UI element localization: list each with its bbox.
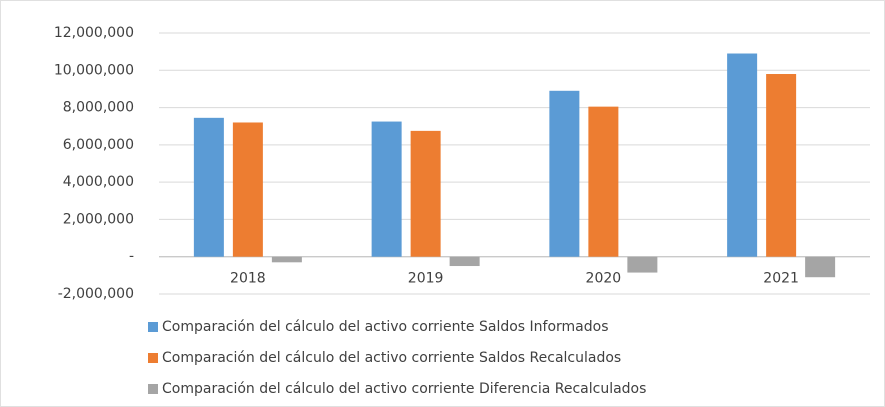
y-tick-label: 4,000,000 — [63, 174, 134, 190]
bar — [805, 256, 836, 278]
x-tick-label: 2019 — [408, 271, 444, 287]
legend-label: Comparación del cálculo del activo corri… — [162, 350, 621, 366]
y-tick-label: - — [129, 249, 134, 265]
bar — [271, 256, 302, 263]
legend-label: Comparación del cálculo del activo corri… — [162, 319, 609, 335]
x-tick-label: 2018 — [230, 271, 266, 287]
bar — [766, 74, 797, 257]
y-tick-label: 10,000,000 — [54, 62, 134, 78]
legend-swatch — [148, 353, 158, 363]
y-tick-label: 6,000,000 — [63, 137, 134, 153]
legend-label: Comparación del cálculo del activo corri… — [162, 381, 646, 397]
bar — [727, 53, 758, 257]
bar — [549, 90, 580, 257]
y-tick-label: 8,000,000 — [63, 100, 134, 116]
bar — [232, 122, 263, 257]
y-tick-label: 2,000,000 — [63, 211, 134, 227]
x-tick-label: 2021 — [763, 271, 799, 287]
legend-swatch — [148, 322, 158, 332]
y-tick-label: -2,000,000 — [58, 286, 134, 302]
legend-swatch — [148, 384, 158, 394]
x-tick-label: 2020 — [586, 271, 622, 287]
bar — [410, 130, 441, 257]
bar — [449, 256, 480, 267]
bar — [588, 106, 619, 257]
bar — [371, 121, 402, 257]
bar — [193, 117, 224, 257]
bar — [627, 256, 658, 273]
y-tick-label: 12,000,000 — [54, 25, 134, 41]
